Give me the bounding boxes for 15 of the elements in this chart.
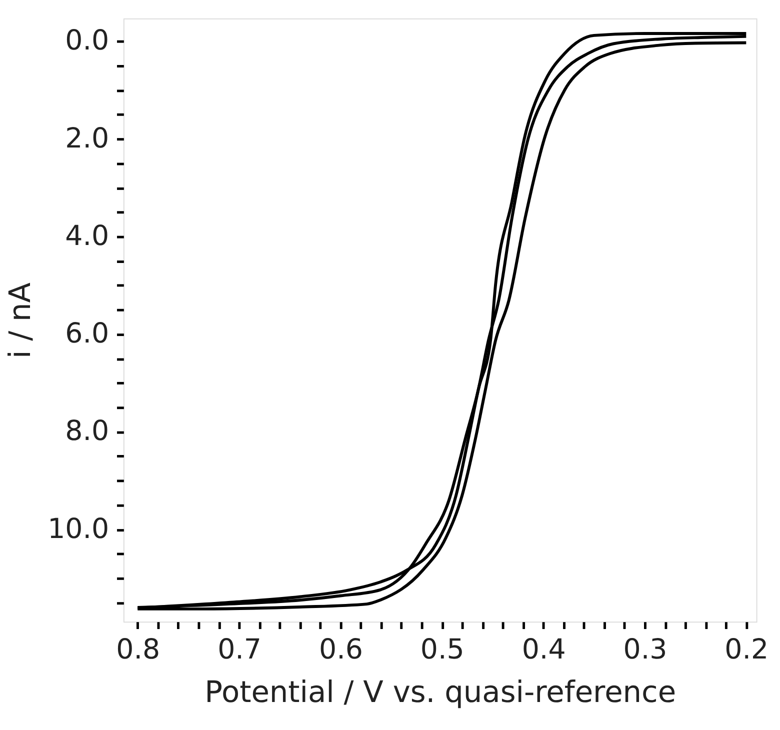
x-tick-label: 0.7 (218, 632, 262, 666)
y-tick-label: 8.0 (65, 414, 110, 448)
y-tick-label: 4.0 (65, 218, 110, 252)
x-tick-label: 0.6 (318, 632, 363, 666)
x-axis-title: Potential / V vs. quasi-reference (204, 675, 676, 710)
y-tick-label: 10.0 (48, 512, 110, 545)
x-tick-label: 0.2 (724, 632, 769, 666)
x-tick-label: 0.3 (623, 632, 668, 666)
y-tick-label: 2.0 (65, 121, 110, 154)
y-axis-title: i / nA (2, 282, 37, 359)
y-tick-label: 6.0 (65, 316, 110, 350)
x-tick-label: 0.4 (522, 632, 566, 666)
x-tick-label: 0.5 (420, 632, 464, 666)
x-tick-label: 0.8 (116, 632, 160, 666)
y-tick-label: 0.0 (65, 24, 110, 57)
